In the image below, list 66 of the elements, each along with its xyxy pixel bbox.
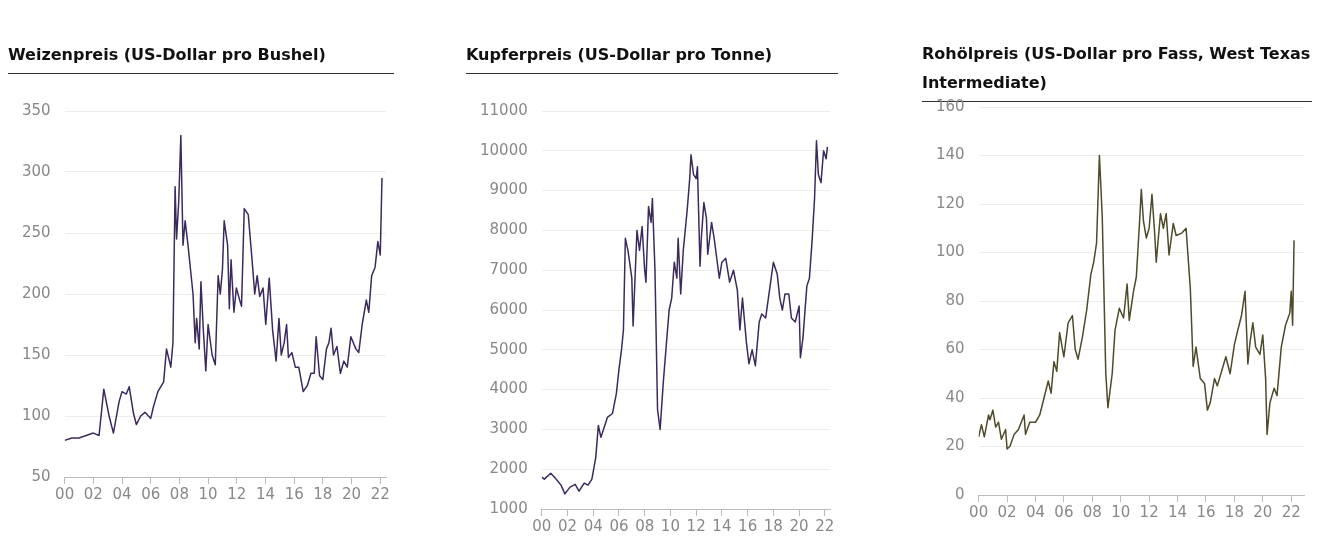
x-tick-label: 12 (1139, 502, 1159, 521)
x-tick-label: 08 (1082, 502, 1102, 521)
y-tick-label: 40 (945, 387, 965, 406)
x-tick-label: 00 (55, 484, 75, 503)
y-tick-label: 100 (935, 242, 965, 261)
x-tick-label: 08 (635, 516, 655, 535)
x-tick-label: 04 (1025, 502, 1046, 521)
x-tick-label: 18 (313, 484, 333, 503)
y-tick-label: 350 (21, 100, 51, 119)
y-tick-label: 6000 (489, 299, 528, 318)
x-tick-label: 18 (1224, 502, 1244, 521)
x-tick-label: 20 (1253, 502, 1273, 521)
x-tick-label: 06 (1054, 502, 1074, 521)
y-tick-label: 9000 (489, 180, 528, 199)
y-tick-label: 120 (935, 193, 965, 212)
x-tick-label: 18 (763, 516, 783, 535)
chart-title: Kupferpreis (US-Dollar pro Tonne) (466, 34, 838, 74)
y-tick-label: 60 (945, 339, 965, 358)
y-tick-label: 50 (31, 466, 51, 485)
x-tick-label: 10 (198, 484, 218, 503)
x-tick-label: 20 (789, 516, 809, 535)
x-tick-label: 02 (557, 516, 577, 535)
y-tick-label: 11000 (480, 100, 528, 119)
y-tick-label: 150 (21, 344, 51, 363)
x-tick-label: 14 (255, 484, 276, 503)
x-tick-label: 14 (712, 516, 732, 535)
x-tick-label: 06 (141, 484, 161, 503)
y-tick-label: 7000 (489, 260, 528, 279)
x-tick-label: 02 (997, 502, 1017, 521)
y-tick-label: 300 (21, 161, 51, 180)
x-tick-label: 22 (1281, 502, 1301, 521)
x-tick-label: 22 (815, 516, 835, 535)
chart-title: Weizenpreis (US-Dollar pro Bushel) (8, 34, 394, 74)
x-tick-label: 22 (370, 484, 390, 503)
x-tick-label: 16 (284, 484, 304, 503)
y-tick-label: 1000 (489, 498, 528, 517)
y-tick-label: 160 (935, 96, 965, 115)
x-tick-label: 06 (609, 516, 629, 535)
x-tick-label: 20 (342, 484, 362, 503)
y-tick-label: 100 (21, 405, 51, 424)
x-tick-label: 02 (83, 484, 103, 503)
x-tick-label: 12 (686, 516, 706, 535)
y-tick-label: 5000 (489, 339, 528, 358)
chart-title: Rohölpreis (US-Dollar pro Fass, West Texas Intermediate) (922, 44, 1311, 92)
y-tick-label: 140 (935, 145, 965, 164)
x-tick-label: 16 (738, 516, 758, 535)
x-tick-label: 14 (1168, 502, 1188, 521)
x-tick-label: 00 (532, 516, 552, 535)
y-tick-label: 2000 (489, 459, 528, 478)
y-tick-label: 200 (21, 283, 51, 302)
x-tick-label: 10 (1111, 502, 1131, 521)
x-tick-label: 00 (969, 502, 989, 521)
y-tick-label: 4000 (489, 379, 528, 398)
x-tick-label: 12 (227, 484, 247, 503)
x-tick-label: 10 (660, 516, 680, 535)
y-tick-label: 0 (955, 484, 965, 503)
y-tick-label: 8000 (489, 220, 528, 239)
x-tick-label: 16 (1196, 502, 1216, 521)
y-tick-label: 250 (21, 222, 51, 241)
y-tick-label: 80 (945, 290, 965, 309)
y-tick-label: 3000 (489, 419, 528, 438)
y-tick-label: 20 (945, 436, 965, 455)
y-tick-label: 10000 (480, 140, 528, 159)
x-tick-label: 04 (112, 484, 132, 503)
x-tick-label: 08 (169, 484, 189, 503)
x-tick-label: 04 (583, 516, 603, 535)
